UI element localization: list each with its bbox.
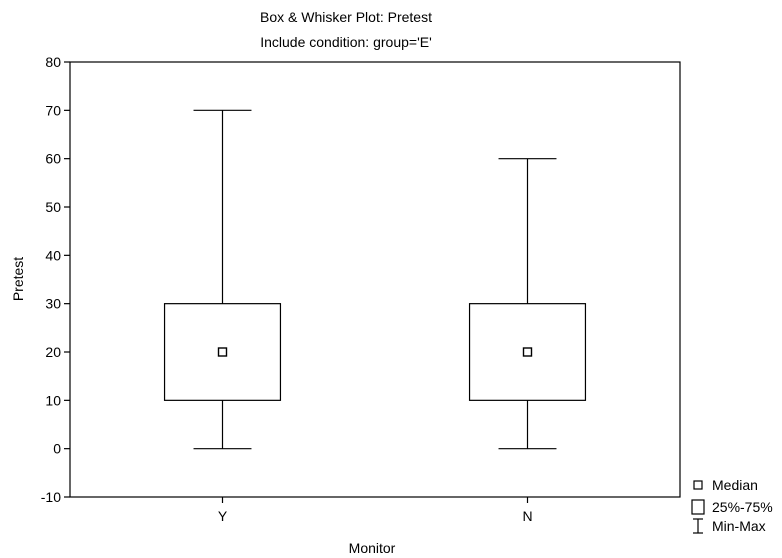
y-tick-label: 10 (45, 392, 61, 408)
legend-box-label: 25%-75% (712, 499, 773, 515)
chart-title: Box & Whisker Plot: Pretest (260, 9, 432, 25)
box-Y (163, 109, 282, 450)
iqr-box (163, 303, 282, 401)
y-tick-label: 50 (45, 199, 61, 215)
iqr-box (468, 303, 587, 401)
y-tick-label: 30 (45, 296, 61, 312)
y-tick-label: 40 (45, 247, 61, 263)
y-tick-label: 70 (45, 102, 61, 118)
x-tick-label: Y (218, 508, 228, 524)
x-axis-label: Monitor (349, 540, 396, 556)
y-axis-label: Pretest (10, 257, 26, 301)
y-tick-label: 60 (45, 151, 61, 167)
y-tick-label: 20 (45, 344, 61, 360)
legend-box-symbol (691, 499, 705, 515)
y-axis-ticks: 80 70 60 50 40 30 20 10 0 -10 (41, 54, 70, 505)
legend-whisker-label: Min-Max (712, 518, 766, 534)
box-series (163, 109, 587, 450)
chart-subtitle: Include condition: group='E' (260, 34, 432, 50)
median-marker (522, 347, 533, 357)
median-marker (217, 347, 228, 357)
y-tick-label: 80 (45, 54, 61, 70)
y-tick-label: 0 (53, 441, 61, 457)
legend-median-symbol (693, 480, 703, 490)
x-tick-label: N (522, 508, 532, 524)
legend-whisker-symbol (693, 518, 703, 534)
y-tick-label: -10 (41, 489, 61, 505)
legend-median-label: Median (712, 477, 758, 493)
box-N (468, 158, 587, 450)
plot-frame (69, 61, 681, 498)
legend: Median 25%-75% Min-Max (691, 477, 773, 534)
